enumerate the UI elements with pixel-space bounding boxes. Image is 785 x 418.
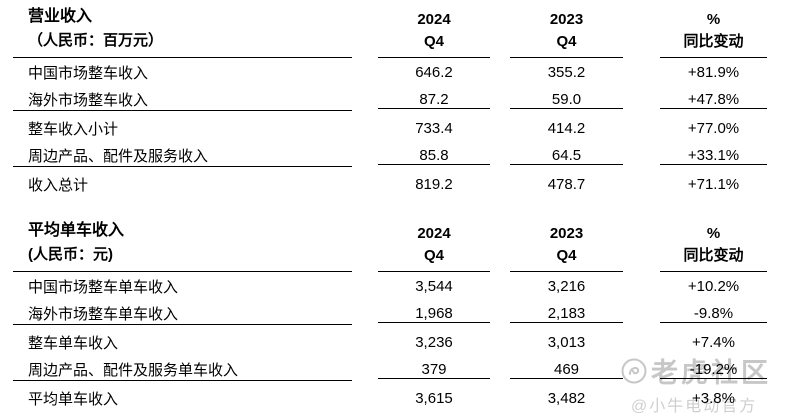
table-row-total-revenue: 收入总计 819.2 478.7 +71.1% (0, 170, 785, 198)
value-2024: 3,615 (415, 389, 453, 407)
per-vehicle-revenue-table: 平均单车收入 (人民币：元) 2024 Q4 2023 Q4 % 同比变动 中国… (0, 222, 785, 412)
value-change: +47.8% (660, 91, 767, 109)
table-row-china-vehicle-revenue: 中国市场整车收入 646.2 355.2 +81.9% (0, 58, 785, 86)
value-2023: 3,013 (547, 333, 586, 351)
watermark-account-handle: @小牛电动官方 (631, 398, 758, 415)
column-header-yoy-label: 同比变动 (683, 247, 744, 264)
row-label: 中国市场整车单车收入 (28, 278, 179, 296)
value-2023: 414.2 (547, 119, 586, 137)
table-row-vehicle-revenue-subtotal: 整车收入小计 733.4 414.2 +77.0% (0, 114, 785, 142)
per-vehicle-table-title-cell: 平均单车收入 (人民币：元) (13, 222, 352, 272)
column-header-2023-q4: 2023 Q4 (510, 6, 623, 58)
column-header-percent-sign: % (706, 225, 721, 242)
watermark-brand-row: 老虎社区 (621, 351, 771, 390)
row-label: 海外市场整车收入 (13, 89, 352, 111)
column-header-percent-sign: % (706, 11, 721, 28)
watermark-community-name: 老虎社区 (651, 358, 771, 388)
value-change: -19.2% (660, 361, 767, 379)
column-header-yoy-label: 同比变动 (683, 33, 744, 50)
column-header-2023-q4: 2023 Q4 (510, 222, 623, 272)
value-2024: 87.2 (378, 91, 490, 109)
table-row-china-per-vehicle-revenue: 中国市场整车单车收入 3,544 3,216 +10.2% (0, 272, 785, 300)
value-2023: 64.5 (510, 147, 623, 165)
value-change: +33.1% (660, 147, 767, 165)
tiger-community-logo-icon (621, 358, 647, 384)
value-2023: 3,216 (547, 277, 586, 295)
value-2024: 379 (378, 361, 490, 379)
column-header-yoy-change: % 同比变动 (660, 222, 767, 272)
column-header-quarter: Q4 (556, 247, 577, 264)
column-header-2024-q4: 2024 Q4 (378, 6, 490, 58)
value-change: +3.8% (692, 389, 735, 407)
row-label: 海外市场整车单车收入 (13, 303, 352, 325)
revenue-table-title-cell: 营业收入 （人民币：百万元） (13, 6, 352, 58)
column-header-year: 2024 (417, 225, 451, 242)
value-2024: 819.2 (415, 175, 453, 193)
column-header-year: 2023 (549, 225, 584, 242)
value-change: -9.8% (660, 305, 767, 323)
table-row-accessories-services-revenue: 周边产品、配件及服务收入 85.8 64.5 +33.1% (0, 142, 785, 170)
value-change: +81.9% (687, 63, 740, 81)
value-2023: 2,183 (510, 305, 623, 323)
row-label: 周边产品、配件及服务单车收入 (13, 359, 352, 381)
value-2023: 355.2 (547, 63, 586, 81)
value-2023: 59.0 (510, 91, 623, 109)
value-change: +10.2% (687, 277, 740, 295)
revenue-table-title: 营业收入 (28, 8, 93, 25)
watermark: 老虎社区 @小牛电动官方 (621, 351, 771, 416)
row-label: 整车收入小计 (28, 120, 119, 138)
value-2023: 3,482 (547, 389, 586, 407)
column-header-quarter: Q4 (423, 247, 444, 264)
value-2024: 85.8 (378, 147, 490, 165)
per-vehicle-table-title: 平均单车收入 (28, 222, 125, 239)
revenue-table: 营业收入 （人民币：百万元） 2024 Q4 2023 Q4 % 同比变动 中国… (0, 6, 785, 198)
column-header-yoy-change: % 同比变动 (660, 6, 767, 58)
per-vehicle-table-unit: (人民币：元) (28, 246, 113, 263)
table-row-overseas-per-vehicle-revenue: 海外市场整车单车收入 1,968 2,183 -9.8% (0, 300, 785, 328)
row-label: 收入总计 (28, 176, 89, 194)
column-header-quarter: Q4 (556, 33, 577, 50)
row-label: 周边产品、配件及服务收入 (13, 145, 352, 167)
column-header-year: 2024 (417, 11, 451, 28)
value-2024: 646.2 (415, 63, 453, 81)
value-change: +77.0% (687, 119, 740, 137)
value-2024: 3,544 (415, 277, 453, 295)
table-row-accessories-per-vehicle-revenue: 周边产品、配件及服务单车收入 379 469 -19.2% (0, 356, 785, 384)
value-2024: 3,236 (415, 333, 453, 351)
table-row-average-per-vehicle-revenue: 平均单车收入 3,615 3,482 +3.8% (0, 384, 785, 412)
value-2024: 733.4 (415, 119, 453, 137)
value-2023: 478.7 (547, 175, 586, 193)
revenue-table-unit: （人民币：百万元） (28, 32, 164, 49)
row-label: 中国市场整车收入 (28, 64, 149, 82)
table-row-vehicle-per-unit-revenue: 整车单车收入 3,236 3,013 +7.4% (0, 328, 785, 356)
value-change: +7.4% (692, 333, 735, 351)
table-row-overseas-vehicle-revenue: 海外市场整车收入 87.2 59.0 +47.8% (0, 86, 785, 114)
column-header-quarter: Q4 (423, 33, 444, 50)
column-header-2024-q4: 2024 Q4 (378, 222, 490, 272)
revenue-table-header-row: 营业收入 （人民币：百万元） 2024 Q4 2023 Q4 % 同比变动 (0, 6, 785, 58)
per-vehicle-table-header-row: 平均单车收入 (人民币：元) 2024 Q4 2023 Q4 % 同比变动 (0, 222, 785, 272)
row-label: 整车单车收入 (28, 334, 119, 352)
value-change: +71.1% (687, 175, 740, 193)
value-2024: 1,968 (378, 305, 490, 323)
value-2023: 469 (510, 361, 623, 379)
row-label: 平均单车收入 (28, 390, 119, 408)
column-header-year: 2023 (549, 11, 584, 28)
